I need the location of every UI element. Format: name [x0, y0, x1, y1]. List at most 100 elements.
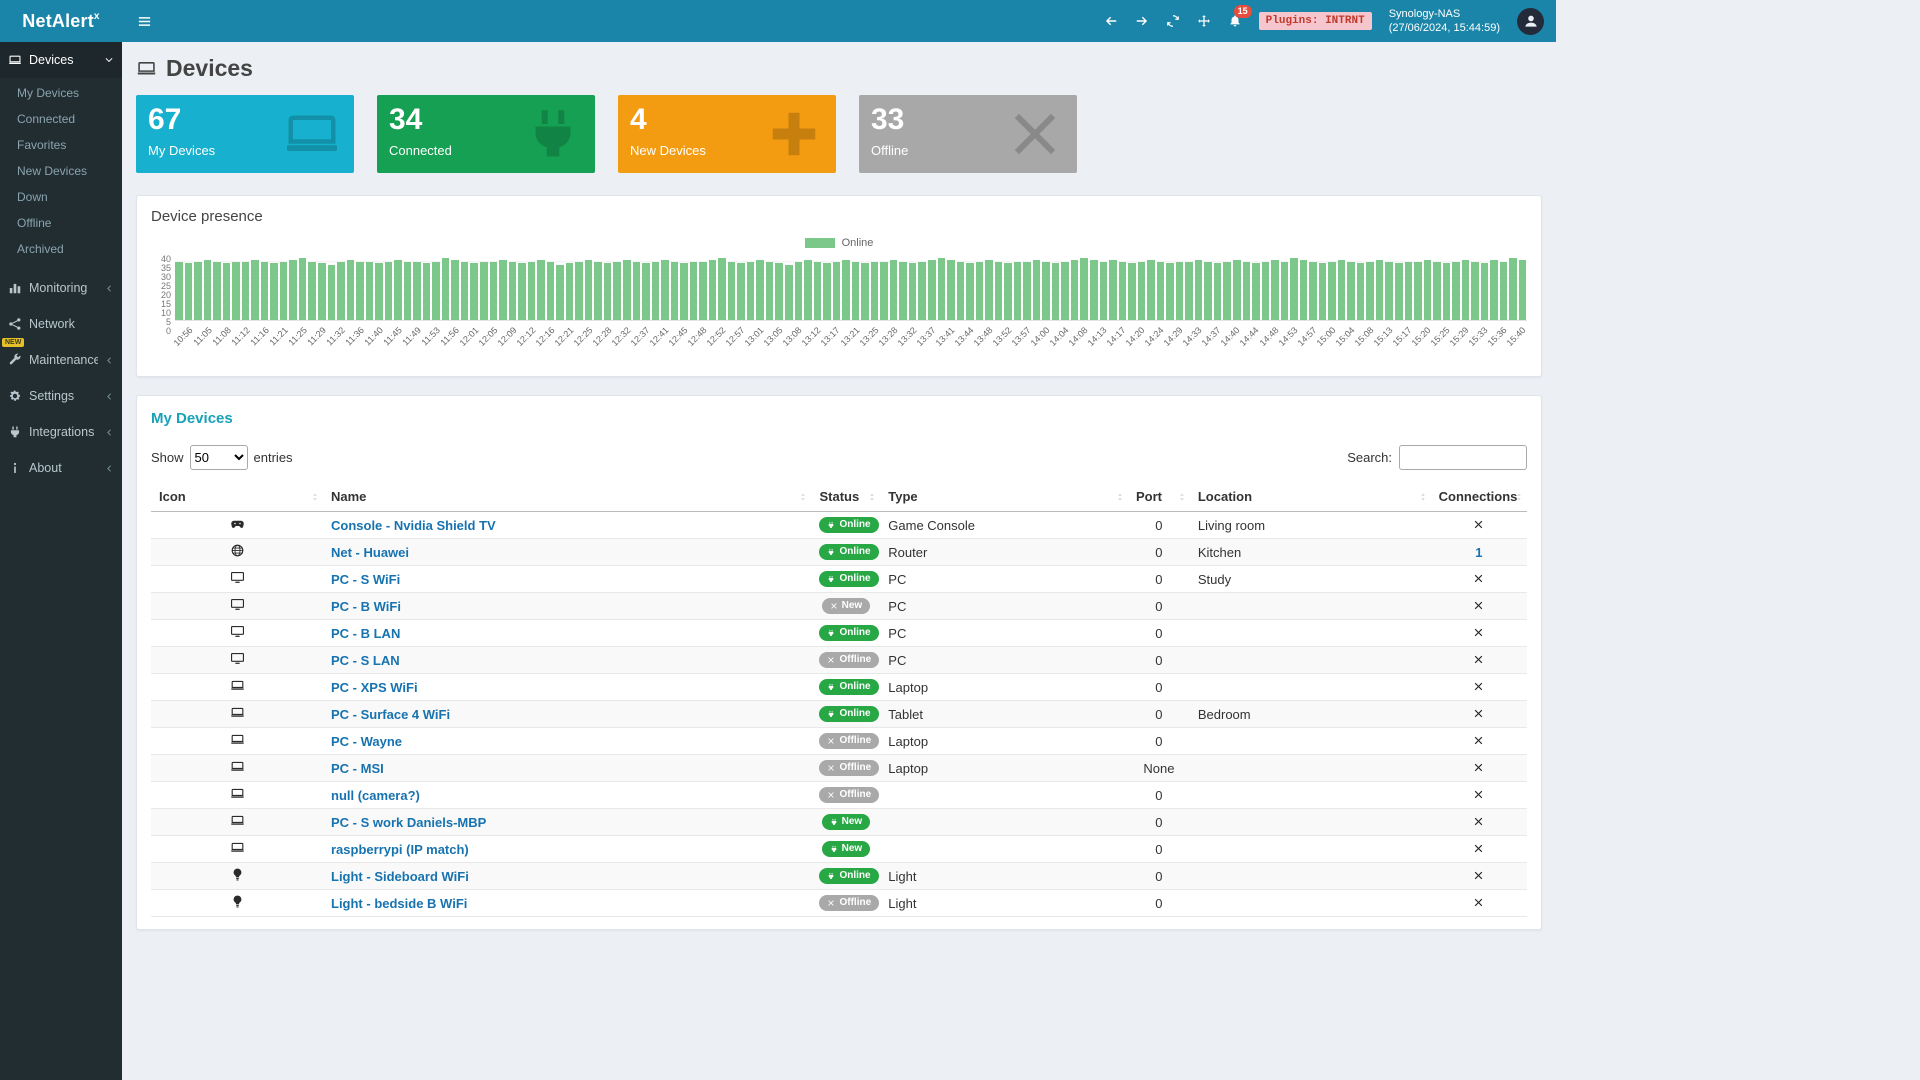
- sidebar-item-label: Integrations: [29, 425, 95, 439]
- column-header-type[interactable]: Type: [880, 482, 1128, 512]
- sidebar-item-monitoring[interactable]: Monitoring: [0, 270, 122, 306]
- no-connection-icon[interactable]: [1473, 843, 1484, 854]
- sidebar-item-settings[interactable]: Settings: [0, 378, 122, 414]
- close-icon: [827, 656, 835, 664]
- device-link[interactable]: null (camera?): [331, 787, 420, 803]
- device-link[interactable]: Net - Huawei: [331, 544, 410, 560]
- device-link[interactable]: PC - MSI: [331, 760, 384, 776]
- no-connection-icon[interactable]: [1473, 762, 1484, 773]
- notifications-button[interactable]: 15: [1228, 5, 1252, 28]
- nav-back-button[interactable]: [1104, 14, 1118, 28]
- stat-label: New Devices: [630, 142, 706, 158]
- arrow-right-icon: [1135, 14, 1149, 28]
- page-length-select[interactable]: 50: [189, 445, 248, 470]
- no-connection-icon[interactable]: [1473, 897, 1484, 908]
- chart-bar: [1223, 261, 1231, 320]
- search-input[interactable]: [1399, 445, 1527, 470]
- stat-card-new-devices[interactable]: 4 New Devices: [618, 95, 836, 173]
- user-avatar[interactable]: [1517, 7, 1544, 35]
- chart-bar: [1194, 259, 1203, 320]
- device-link[interactable]: PC - Surface 4 WiFi: [331, 706, 451, 722]
- column-header-icon[interactable]: Icon: [151, 482, 323, 512]
- laptop-icon: [230, 732, 245, 747]
- no-connection-icon[interactable]: [1473, 708, 1484, 719]
- plugins-status-badge[interactable]: Plugins: INTRNT: [1258, 12, 1372, 30]
- device-link[interactable]: Console - Nvidia Shield TV: [331, 517, 496, 533]
- chart-bar: [927, 259, 936, 320]
- device-name-cell: PC - XPS WiFi: [323, 673, 812, 701]
- stat-card-offline[interactable]: 33 Offline: [859, 95, 1077, 173]
- sidebar-item-integrations[interactable]: Integrations: [0, 414, 122, 450]
- column-header-status[interactable]: Status: [811, 482, 881, 512]
- no-connection-icon[interactable]: [1473, 627, 1484, 638]
- no-connection-icon[interactable]: [1473, 735, 1484, 746]
- page-title: Devices: [166, 55, 253, 81]
- x-tick-label: 11:32: [324, 325, 347, 348]
- sidebar-item-network[interactable]: Network: [0, 306, 122, 342]
- x-tick-label: 13:21: [838, 325, 862, 349]
- x-tick-label: 13:41: [933, 325, 957, 349]
- device-port-cell: 0: [1127, 619, 1190, 647]
- sidebar-item-connected[interactable]: Connected: [17, 112, 76, 126]
- logo-text: NetAlert: [22, 10, 94, 31]
- sidebar-item-devices[interactable]: Devices: [0, 42, 122, 78]
- sidebar-item-favorites[interactable]: Favorites: [17, 138, 67, 152]
- chevron-down-icon: [104, 55, 114, 65]
- stat-card-connected[interactable]: 34 Connected: [377, 95, 595, 173]
- no-connection-icon[interactable]: [1473, 600, 1484, 611]
- chart-bar: [727, 261, 736, 320]
- sidebar-item-down[interactable]: Down: [17, 190, 48, 204]
- header-row: Icon Name Status Type Port Location Connection…: [151, 482, 1527, 512]
- connections-count-link[interactable]: 1: [1475, 544, 1483, 560]
- device-connections-cell: [1430, 511, 1527, 539]
- logo-sup: x: [93, 11, 100, 22]
- stat-card-my-devices[interactable]: 67 My Devices: [136, 95, 354, 173]
- sidebar-item-my-devices[interactable]: My Devices: [17, 86, 80, 100]
- presence-panel-title: Device presence: [151, 208, 263, 225]
- column-header-location[interactable]: Location: [1189, 482, 1431, 512]
- refresh-button[interactable]: [1166, 14, 1180, 28]
- no-connection-icon[interactable]: [1473, 681, 1484, 692]
- device-port-cell: 0: [1127, 889, 1190, 917]
- no-connection-icon[interactable]: [1473, 816, 1484, 827]
- sidebar-item-maintenance[interactable]: Maintenance NEW: [0, 338, 122, 378]
- column-header-label: Port: [1135, 489, 1162, 504]
- device-location-cell: [1189, 835, 1431, 863]
- no-connection-icon[interactable]: [1473, 870, 1484, 881]
- chart-bar: [861, 263, 869, 320]
- sidebar-item-archived[interactable]: Archived: [17, 242, 64, 256]
- device-link[interactable]: PC - B WiFi: [331, 598, 401, 614]
- sidebar-item-about[interactable]: About: [0, 450, 122, 486]
- sidebar-item-new-devices[interactable]: New Devices: [17, 164, 88, 178]
- sort-icon: [1177, 490, 1187, 503]
- no-connection-icon[interactable]: [1473, 573, 1484, 584]
- x-tick-label: 13:17: [819, 325, 843, 349]
- device-link[interactable]: PC - S LAN: [331, 652, 400, 668]
- sidebar-item-offline[interactable]: Offline: [17, 216, 52, 230]
- nav-forward-button[interactable]: [1135, 14, 1149, 28]
- device-link[interactable]: PC - Wayne: [331, 733, 403, 749]
- column-header-name[interactable]: Name: [323, 482, 812, 512]
- device-link[interactable]: Light - bedside B WiFi: [331, 895, 468, 911]
- device-link[interactable]: PC - S WiFi: [331, 571, 401, 587]
- no-connection-icon[interactable]: [1473, 789, 1484, 800]
- device-link[interactable]: Light - Sideboard WiFi: [331, 868, 469, 884]
- chart-bar: [1090, 259, 1098, 320]
- chart-bar: [1271, 259, 1279, 320]
- no-connection-icon[interactable]: [1473, 654, 1484, 665]
- device-link[interactable]: PC - S work Daniels-MBP: [331, 814, 487, 830]
- rearrange-button[interactable]: [1197, 14, 1211, 28]
- device-link[interactable]: PC - B LAN: [331, 625, 401, 641]
- app-logo[interactable]: NetAlert x: [0, 0, 122, 42]
- chart-bar: [241, 261, 250, 320]
- column-header-connections[interactable]: Connections: [1430, 482, 1527, 512]
- status-badge: New: [821, 841, 871, 857]
- device-link[interactable]: PC - XPS WiFi: [331, 679, 418, 695]
- sidebar-toggle-button[interactable]: [122, 0, 166, 42]
- chart-bar: [1232, 259, 1241, 320]
- x-tick-label: 14:48: [1257, 325, 1281, 349]
- device-link[interactable]: raspberrypi (IP match): [331, 841, 469, 857]
- column-header-port[interactable]: Port: [1127, 482, 1190, 512]
- device-name-cell: Net - Huawei: [323, 538, 812, 566]
- no-connection-icon[interactable]: [1473, 519, 1484, 530]
